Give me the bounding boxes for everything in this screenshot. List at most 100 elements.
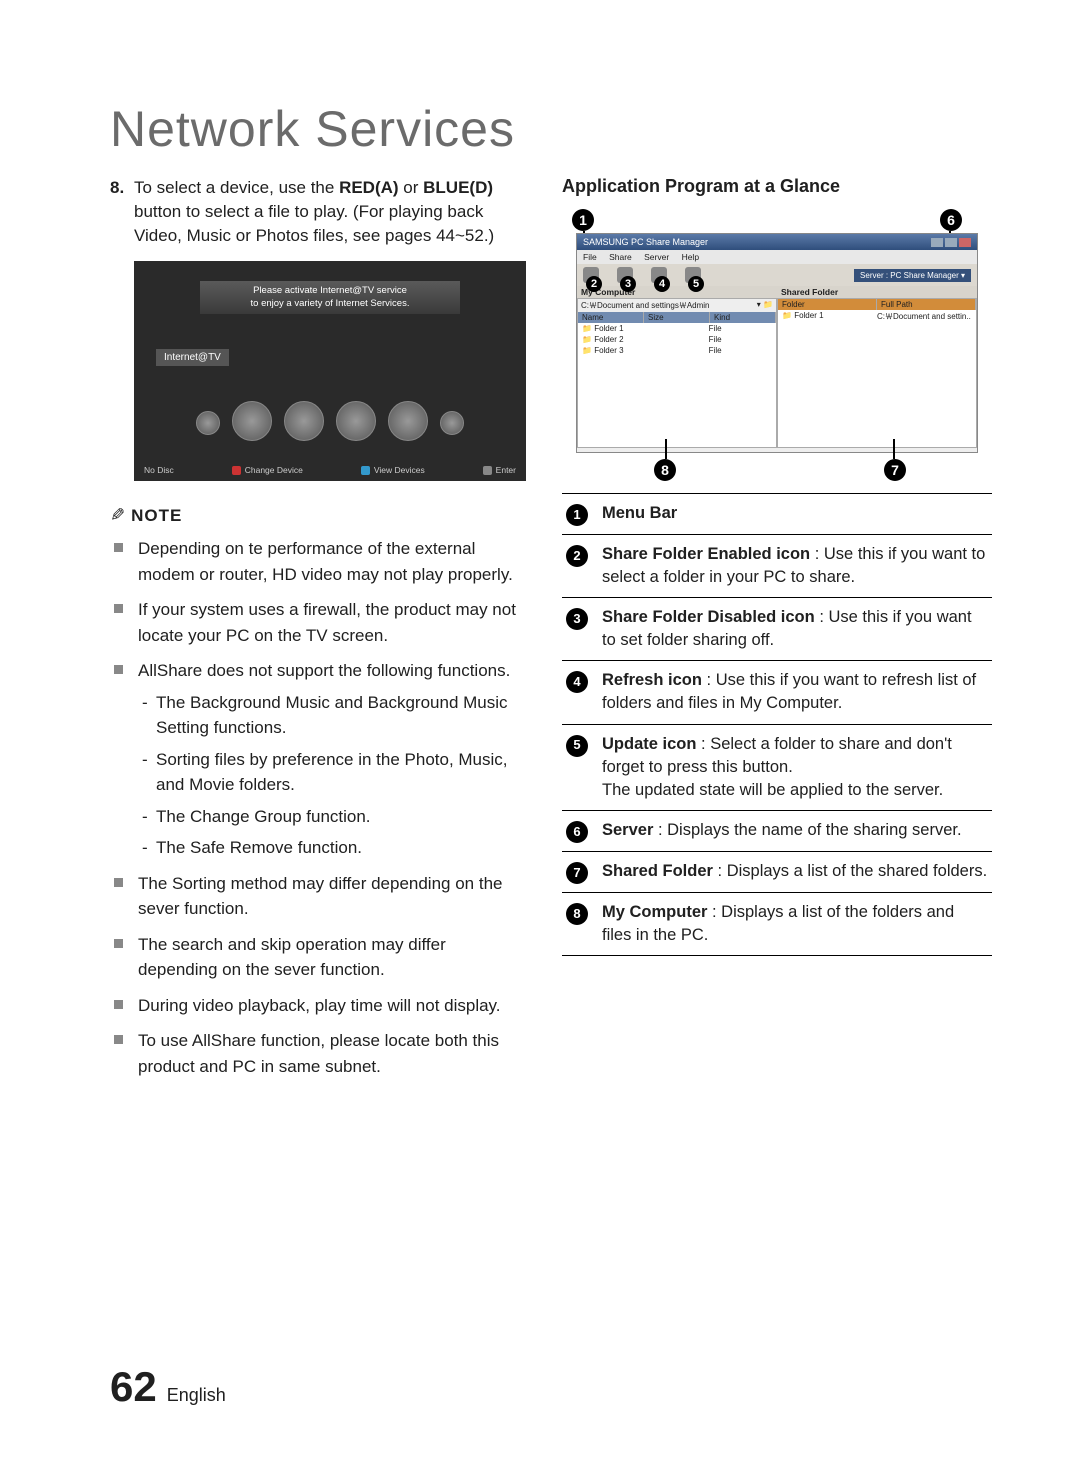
internet-tv-label: Internet@TV	[156, 349, 229, 366]
step-body: To select a device, use the RED(A) or BL…	[134, 176, 526, 247]
left-column: 8. To select a device, use the RED(A) or…	[110, 176, 526, 1089]
page-title: Network Services	[110, 100, 990, 158]
dropdown-icon[interactable]: ▾ 📁	[757, 300, 773, 311]
desc-rest: : Displays the name of the sharing serve…	[653, 821, 961, 839]
callout-8: 8	[654, 459, 676, 481]
desc-num: 8	[566, 903, 588, 925]
enter-icon	[483, 466, 492, 475]
desc-rest: : Displays a list of the shared folders.	[713, 862, 987, 880]
service-icon	[388, 401, 428, 441]
menu-share[interactable]: Share	[609, 252, 632, 262]
callout-6: 6	[940, 209, 962, 231]
my-computer-pane: C:￦Document and settings￦Admin ▾ 📁 Name S…	[577, 298, 777, 448]
menu-help[interactable]: Help	[682, 252, 699, 262]
blue-d: BLUE(D)	[423, 178, 493, 197]
desc-bold: Server	[602, 821, 653, 839]
service-icons	[134, 401, 526, 441]
step-number: 8.	[110, 176, 134, 247]
desc-num: 7	[566, 862, 588, 884]
desc-bold: Share Folder Enabled icon	[602, 545, 810, 563]
col-fullpath: Full Path	[877, 299, 976, 310]
toolbar: Server : PC Share Manager ▾	[577, 264, 977, 286]
note-item: The search and skip operation may differ…	[134, 932, 526, 983]
callout-3: 3	[620, 276, 636, 292]
desc-num: 2	[566, 545, 588, 567]
desc-num: 5	[566, 735, 588, 757]
note-text: NOTE	[131, 506, 182, 526]
foot-enter: Enter	[496, 465, 516, 475]
callout-line	[665, 439, 667, 459]
cell: File	[709, 346, 772, 355]
cell: C:￦Document and settin..	[877, 311, 972, 322]
service-icon	[196, 411, 220, 435]
service-icon	[284, 401, 324, 441]
desc-num: 4	[566, 671, 588, 693]
desc-bold: My Computer	[602, 903, 707, 921]
cell: 📁 Folder 3	[582, 346, 645, 355]
red-a: RED(A)	[339, 178, 399, 197]
col-kind: Kind	[710, 312, 776, 323]
desc-bold: Menu Bar	[602, 504, 677, 522]
server-label[interactable]: Server : PC Share Manager ▾	[854, 269, 971, 282]
service-icon	[440, 411, 464, 435]
sub-notes: The Background Music and Background Musi…	[138, 690, 526, 861]
step-pre: To select a device, use the	[134, 178, 339, 197]
service-icon	[232, 401, 272, 441]
note-item: The Sorting method may differ depending …	[134, 871, 526, 922]
menu-server[interactable]: Server	[644, 252, 669, 262]
desc-num: 6	[566, 821, 588, 843]
screenshot-footer: No Disc Change Device View Devices Enter	[144, 465, 516, 475]
desc-row: 2 Share Folder Enabled icon : Use this i…	[562, 535, 992, 598]
desc-row: 6 Server : Displays the name of the shar…	[562, 811, 992, 852]
window-title: SAMSUNG PC Share Manager	[583, 237, 708, 247]
pc-share-manager-screenshot: 1 6 SAMSUNG PC Share Manager File Share …	[562, 209, 992, 477]
close-icon	[959, 238, 971, 247]
desc-row: 5 Update icon : Select a folder to share…	[562, 725, 992, 811]
note-item: AllShare does not support the following …	[134, 658, 526, 861]
cell: File	[709, 335, 772, 344]
right-column: Application Program at a Glance 1 6 SAMS…	[562, 176, 992, 1089]
section-heading: Application Program at a Glance	[562, 176, 992, 197]
callout-7: 7	[884, 459, 906, 481]
menu-file[interactable]: File	[583, 252, 597, 262]
desc-num: 1	[566, 504, 588, 526]
foot-nodisc: No Disc	[144, 465, 174, 475]
shared-folder-pane: Folder Full Path 📁 Folder 1C:￦Document a…	[777, 298, 977, 448]
description-table: 1 Menu Bar 2 Share Folder Enabled icon :…	[562, 493, 992, 956]
msg-line1: Please activate Internet@TV service	[208, 285, 452, 297]
callout-2: 2	[586, 276, 602, 292]
desc-bold: Share Folder Disabled icon	[602, 608, 815, 626]
desc-row: 4 Refresh icon : Use this if you want to…	[562, 661, 992, 724]
note-heading: ✎ NOTE	[110, 505, 526, 526]
window-titlebar: SAMSUNG PC Share Manager	[577, 234, 977, 250]
desc-bold: Shared Folder	[602, 862, 713, 880]
note-item-text: AllShare does not support the following …	[138, 661, 510, 680]
col-size: Size	[644, 312, 710, 323]
internet-tv-screenshot: Please activate Internet@TV service to e…	[134, 261, 526, 481]
foot-change: Change Device	[245, 465, 303, 475]
note-item: During video playback, play time will no…	[134, 993, 526, 1019]
desc-num: 3	[566, 608, 588, 630]
note-item: If your system uses a firewall, the prod…	[134, 597, 526, 648]
note-item: To use AllShare function, please locate …	[134, 1028, 526, 1079]
sub-note-item: Sorting files by preference in the Photo…	[156, 747, 526, 798]
note-icon: ✎	[110, 505, 125, 526]
col-name: Name	[578, 312, 644, 323]
page-footer: 62 English	[110, 1363, 226, 1411]
notes-list: Depending on te performance of the exter…	[110, 536, 526, 1079]
d-button-icon	[361, 466, 370, 475]
step-mid: or	[399, 178, 424, 197]
my-computer-label: My Computer	[577, 286, 777, 298]
desc-row: 3 Share Folder Disabled icon : Use this …	[562, 598, 992, 661]
maximize-icon	[945, 238, 957, 247]
cell: File	[709, 324, 772, 333]
callout-4: 4	[654, 276, 670, 292]
a-button-icon	[232, 466, 241, 475]
minimize-icon	[931, 238, 943, 247]
path-text: C:￦Document and settings￦Admin	[581, 300, 710, 311]
desc-row: 1 Menu Bar	[562, 494, 992, 535]
note-item: Depending on te performance of the exter…	[134, 536, 526, 587]
desc-row: 7 Shared Folder : Displays a list of the…	[562, 852, 992, 893]
callout-1: 1	[572, 209, 594, 231]
cell: 📁 Folder 1	[782, 311, 877, 322]
